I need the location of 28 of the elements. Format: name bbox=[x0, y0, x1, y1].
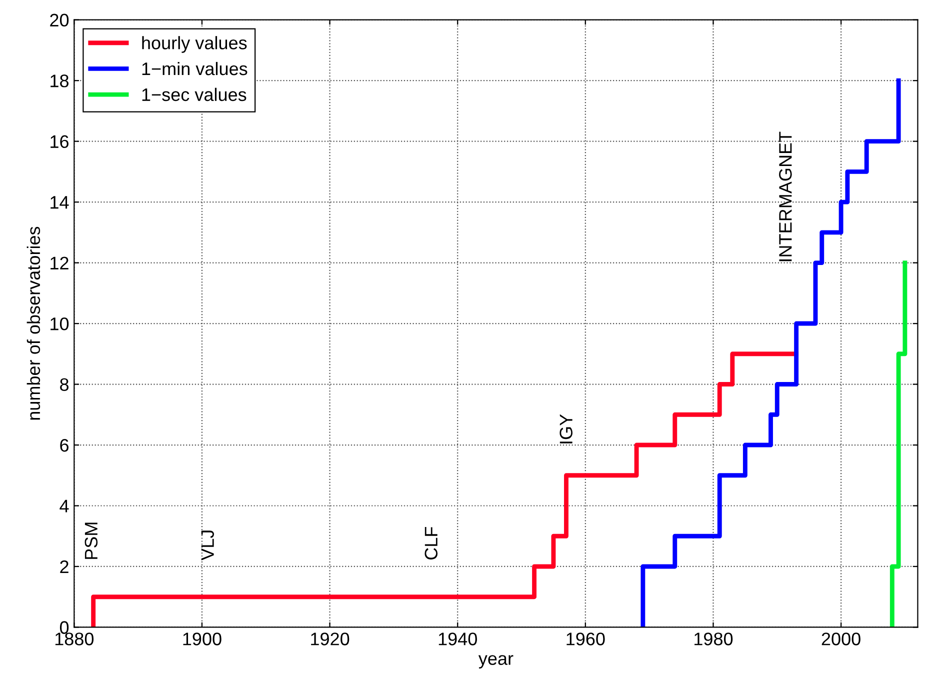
x-tick-label: 1940 bbox=[438, 632, 477, 646]
annotation: IGY bbox=[560, 414, 572, 444]
annotation: VLJ bbox=[201, 530, 214, 560]
x-axis-title: year bbox=[478, 655, 514, 669]
annotation: CLF bbox=[424, 527, 438, 560]
y-tick-label: 10 bbox=[50, 317, 69, 330]
annotation: PSM bbox=[84, 522, 98, 559]
legend-label: 1−min values bbox=[142, 62, 248, 76]
y-axis-title: number of observatories bbox=[26, 226, 40, 420]
x-tick-label: 1880 bbox=[55, 632, 94, 646]
x-tick-label: 1920 bbox=[311, 632, 350, 646]
x-tick-label: 1960 bbox=[566, 632, 605, 646]
y-tick-label: 12 bbox=[50, 256, 68, 270]
x-tick-label: 1980 bbox=[694, 632, 733, 646]
legend-label: 1−sec values bbox=[142, 88, 246, 102]
y-tick-label: 8 bbox=[60, 378, 69, 391]
x-tick-label: 2000 bbox=[822, 632, 860, 646]
y-tick-label: 14 bbox=[50, 196, 69, 209]
y-tick-label: 20 bbox=[50, 14, 69, 27]
legend-label: hourly values bbox=[142, 36, 247, 53]
y-tick-label: 6 bbox=[60, 438, 69, 452]
x-tick-label: 1900 bbox=[183, 632, 222, 646]
y-tick-label: 0 bbox=[60, 621, 69, 634]
y-tick-label: 2 bbox=[60, 560, 68, 574]
y-tick-label: 16 bbox=[50, 135, 69, 148]
y-tick-label: 4 bbox=[60, 500, 69, 512]
annotation: INTERMAGNET bbox=[779, 132, 792, 262]
y-tick-label: 18 bbox=[50, 74, 69, 88]
